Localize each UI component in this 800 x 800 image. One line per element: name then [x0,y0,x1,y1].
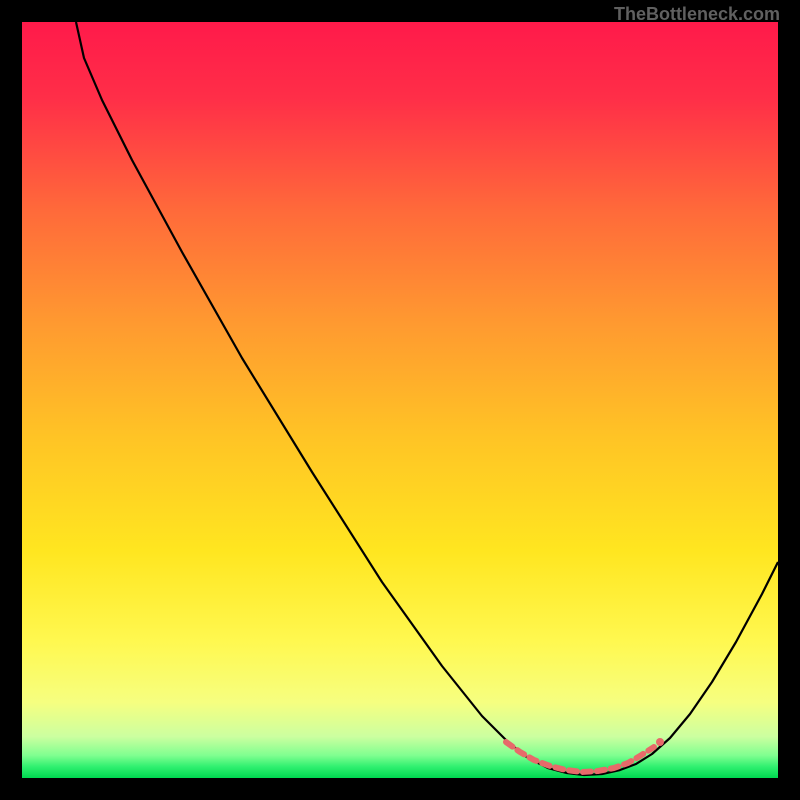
bottleneck-curve [76,22,778,775]
bottom-marker-dots [506,738,664,772]
curve-layer [22,22,778,778]
chart-container: TheBottleneck.com [0,0,800,800]
plot-area [22,22,778,778]
watermark-text: TheBottleneck.com [614,4,780,25]
